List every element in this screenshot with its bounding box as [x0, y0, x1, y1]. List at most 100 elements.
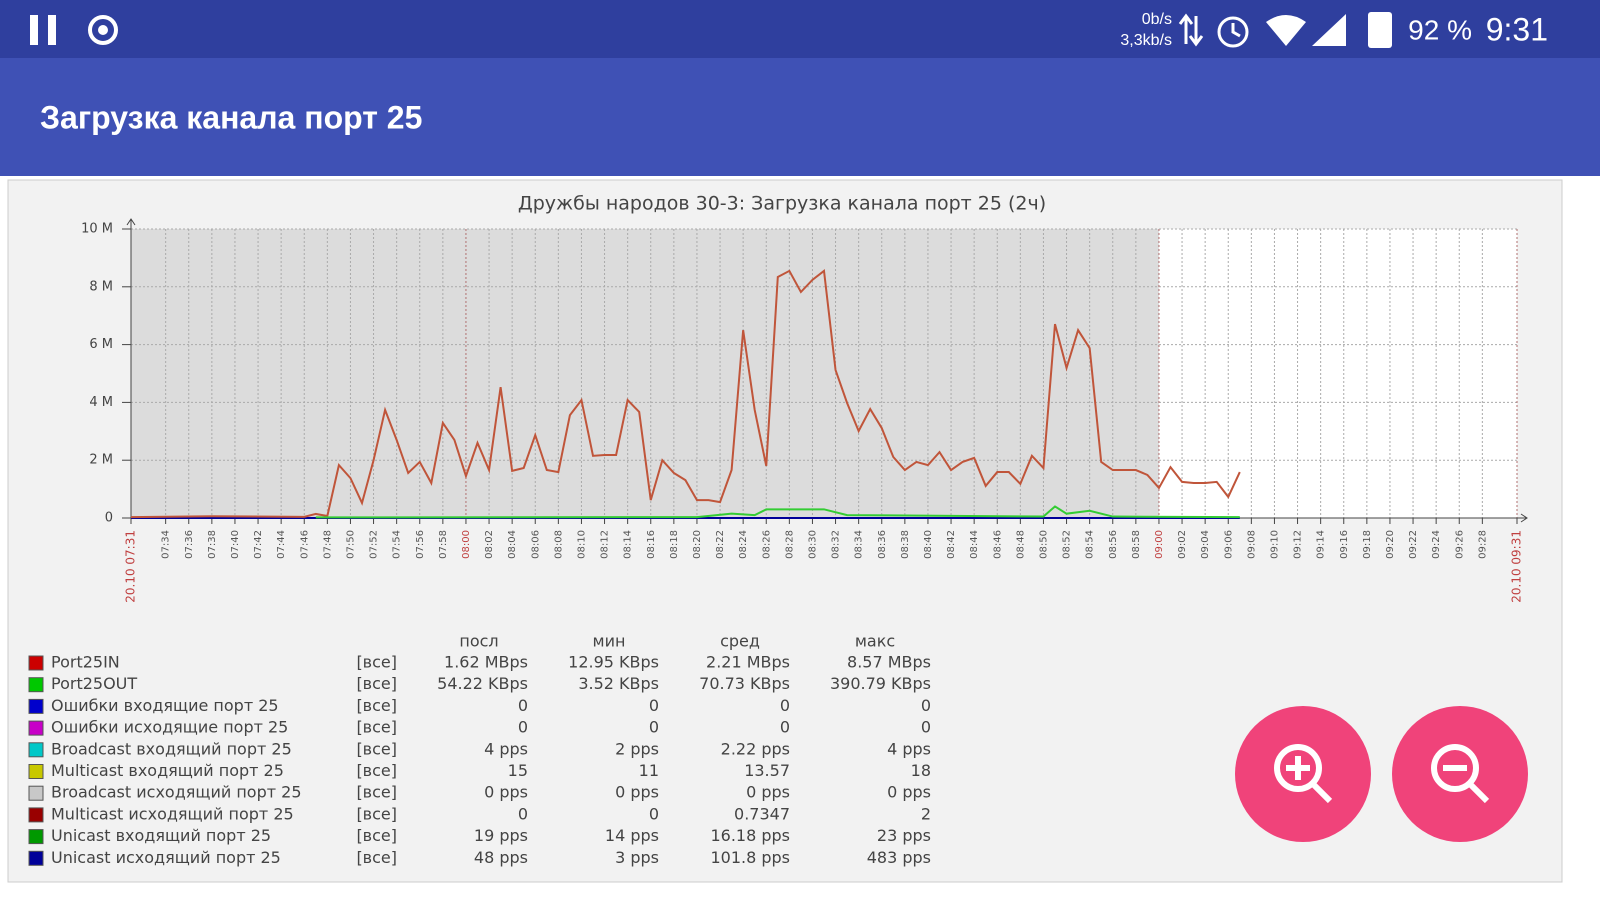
legend-value: 54.22 KBps [437, 674, 528, 693]
x-tick-label: 07:58 [438, 530, 449, 559]
legend-header: посл [459, 632, 498, 651]
legend-value: 0 [649, 804, 659, 823]
legend-value: 0 [780, 696, 790, 715]
legend-scope: [все] [356, 804, 397, 823]
x-tick-label: 08:42 [946, 530, 957, 559]
x-tick-label: 08:56 [1108, 530, 1119, 559]
x-tick-label: 07:36 [184, 530, 195, 559]
clock: 9:31 [1486, 11, 1548, 47]
x-tick-label: 08:08 [553, 530, 564, 559]
legend-value: 0 [780, 718, 790, 737]
x-tick-label: 08:58 [1131, 530, 1142, 559]
x-tick-label: 09:02 [1177, 530, 1188, 559]
alarm-icon [1231, 23, 1241, 38]
x-tick-label: 08:44 [969, 530, 980, 559]
legend-value: 12.95 KBps [568, 653, 659, 672]
legend-value: 4 pps [887, 739, 931, 758]
x-tick-label: 09:28 [1477, 530, 1488, 559]
x-tick-label: 08:24 [738, 530, 749, 559]
plot-background [1158, 229, 1517, 518]
record-icon [98, 25, 108, 35]
x-tick-label: 08:50 [1038, 530, 1049, 559]
x-tick-label: 07:52 [369, 530, 380, 559]
x-tick-label: 08:52 [1062, 530, 1073, 559]
x-tick-label: 08:06 [530, 530, 541, 559]
zoom-out-button[interactable] [1392, 706, 1528, 842]
x-tick-label: 08:10 [576, 530, 587, 559]
series-line [130, 269, 1241, 519]
x-tick-label: 07:56 [415, 530, 426, 559]
legend-header: сред [720, 632, 760, 651]
legend-value: 19 pps [474, 826, 528, 845]
legend-swatch [28, 698, 44, 714]
legend-name: Port25OUT [51, 674, 137, 693]
x-tick-label: 08:46 [992, 530, 1003, 559]
legend-value: 4 pps [484, 739, 528, 758]
status-bar [0, 0, 1600, 58]
legend-name: Broadcast входящий порт 25 [51, 739, 292, 758]
legend-value: 11 [639, 761, 659, 780]
legend-swatch [28, 807, 44, 823]
legend-swatch [28, 742, 44, 758]
legend-value: 390.79 KBps [830, 674, 931, 693]
x-tick-label: 08:40 [923, 530, 934, 559]
legend-value: 70.73 KBps [699, 674, 790, 693]
x-tick-label: 07:50 [345, 530, 356, 559]
legend-value: 483 pps [867, 848, 931, 867]
legend-value: 0 [518, 696, 528, 715]
chart-title: Дружбы народов 30-3: Загрузка канала пор… [518, 193, 1046, 215]
x-tick-label: 08:04 [507, 530, 518, 559]
x-tick-label: 07:44 [276, 530, 287, 559]
legend-scope: [все] [356, 826, 397, 845]
wifi-icon [1266, 15, 1306, 46]
x-tick-label: 20.10 09:31 [1510, 530, 1524, 603]
pause-icon [48, 15, 56, 45]
legend-value: 0.7347 [734, 804, 790, 823]
y-tick-label: 10 M [81, 222, 113, 237]
legend-name: Ошибки исходящие порт 25 [51, 718, 288, 737]
x-tick-label: 09:06 [1223, 530, 1234, 559]
zoom-in-button[interactable] [1235, 706, 1371, 842]
alarm-icon [1217, 16, 1249, 48]
x-tick-label: 08:12 [600, 530, 611, 559]
y-tick-label: 6 M [89, 337, 113, 352]
legend-value: 23 pps [877, 826, 931, 845]
x-tick-label: 07:40 [230, 530, 241, 559]
x-tick-label: 08:20 [692, 530, 703, 559]
x-tick-label: 09:04 [1200, 530, 1211, 559]
legend-value: 0 [921, 718, 931, 737]
x-tick-label: 07:42 [253, 530, 264, 559]
legend-name: Multicast исходящий порт 25 [51, 804, 294, 823]
legend-value: 13.57 [744, 761, 790, 780]
legend-value: 0 [921, 696, 931, 715]
legend-value: 16.18 pps [710, 826, 790, 845]
pause-icon [30, 15, 38, 45]
legend-scope: [все] [356, 739, 397, 758]
legend-swatch [28, 720, 44, 736]
x-tick-label: 08:18 [669, 530, 680, 559]
legend-value: 0 [649, 718, 659, 737]
legend-value: 2.22 pps [721, 739, 790, 758]
legend-swatch [28, 829, 44, 845]
x-tick-label: 20.10 07:31 [124, 530, 138, 603]
x-tick-label: 09:14 [1316, 530, 1327, 559]
legend-value: 0 [649, 696, 659, 715]
y-tick-label: 0 [105, 511, 113, 526]
legend-value: 15 [508, 761, 528, 780]
x-tick-label: 08:16 [646, 530, 657, 559]
legend-value: 0 [518, 718, 528, 737]
legend-value: 48 pps [474, 848, 528, 867]
legend-value: 18 [911, 761, 931, 780]
x-tick-label: 08:02 [484, 530, 495, 559]
battery-icon [1368, 12, 1392, 48]
legend-value: 0 pps [484, 783, 528, 802]
x-tick-label: 09:10 [1269, 530, 1280, 559]
legend-swatch [28, 677, 44, 693]
legend-value: 0 pps [746, 783, 790, 802]
x-tick-label: 09:20 [1385, 530, 1396, 559]
record-icon [88, 15, 118, 45]
legend-swatch [28, 850, 44, 866]
plot-background [131, 229, 1159, 518]
